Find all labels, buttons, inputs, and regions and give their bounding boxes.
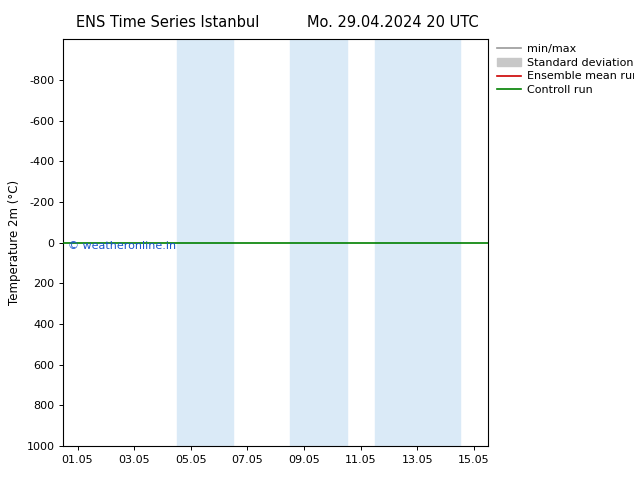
Bar	[177, 39, 233, 446]
Text: Mo. 29.04.2024 20 UTC: Mo. 29.04.2024 20 UTC	[307, 15, 479, 30]
Legend: min/max, Standard deviation, Ensemble mean run, Controll run: min/max, Standard deviation, Ensemble me…	[493, 39, 634, 100]
Text: © weatheronline.in: © weatheronline.in	[68, 241, 176, 250]
Bar	[375, 39, 460, 446]
Text: ENS Time Series Istanbul: ENS Time Series Istanbul	[76, 15, 260, 30]
Y-axis label: Temperature 2m (°C): Temperature 2m (°C)	[8, 180, 21, 305]
Bar	[290, 39, 347, 446]
